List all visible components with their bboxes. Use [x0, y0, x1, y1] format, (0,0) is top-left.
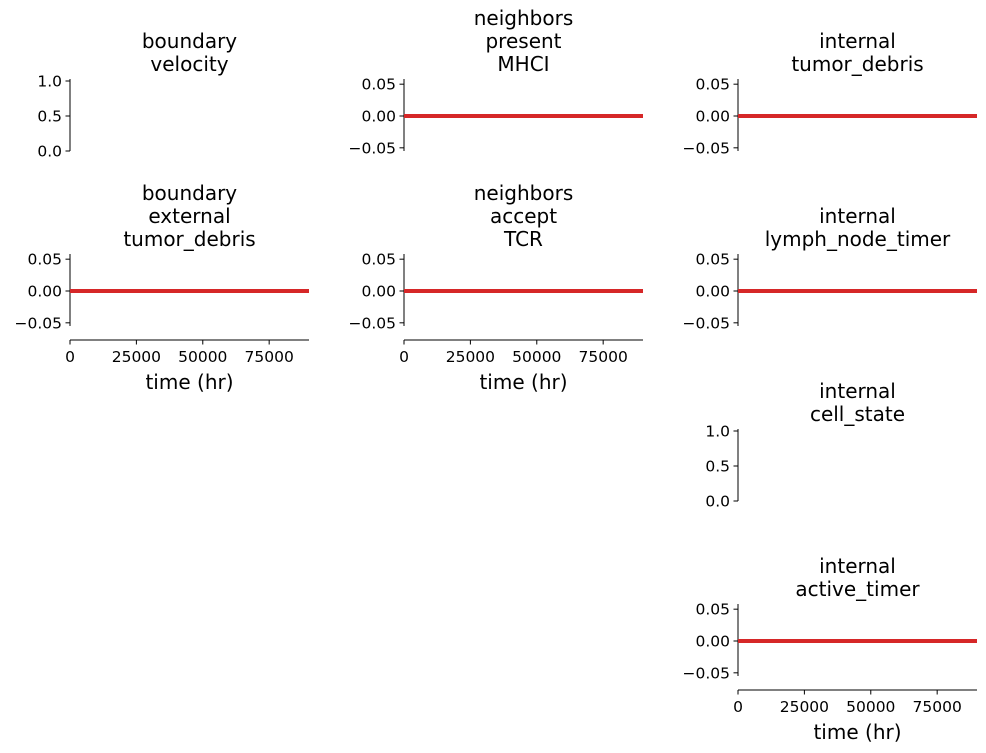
x-axis-label: time (hr) [813, 720, 901, 744]
y-tick-label: −0.05 [15, 314, 63, 332]
subplot-title-line: neighbors [474, 6, 573, 30]
y-tick-label: 0.05 [27, 251, 62, 269]
subplot-title-line: tumor_debris [123, 227, 255, 251]
x-tick-label: 75000 [579, 348, 628, 366]
subplot-title-line: active_timer [795, 577, 920, 601]
subplot-title-line: internal [819, 554, 896, 578]
x-tick-label: 75000 [913, 698, 962, 716]
x-tick-label: 25000 [446, 348, 495, 366]
y-tick-label: 1.0 [37, 73, 62, 91]
subplot-title-line: accept [490, 204, 557, 228]
subplot-title-line: neighbors [474, 181, 573, 205]
y-tick-label: 0.00 [695, 633, 730, 651]
x-tick-label: 0 [733, 698, 743, 716]
x-tick-label: 75000 [245, 348, 294, 366]
subplot-title-line: MHCI [497, 52, 549, 76]
y-tick-label: 0.00 [695, 108, 730, 126]
subplot-title-line: tumor_debris [791, 52, 923, 76]
x-tick-label: 50000 [512, 348, 561, 366]
y-tick-label: 0.0 [705, 493, 730, 511]
y-tick-label: 0.00 [361, 283, 396, 301]
x-tick-label: 50000 [178, 348, 227, 366]
subplot-title-line: boundary [142, 181, 237, 205]
x-tick-label: 50000 [846, 698, 895, 716]
y-tick-label: −0.05 [349, 314, 397, 332]
y-tick-label: 0.00 [27, 283, 62, 301]
subplot-title-line: boundary [142, 29, 237, 53]
y-tick-label: 0.05 [695, 251, 730, 269]
y-tick-label: 0.05 [695, 601, 730, 619]
y-tick-label: 0.00 [695, 283, 730, 301]
subplot-title-line: internal [819, 379, 896, 403]
subplot-title-line: internal [819, 204, 896, 228]
x-axis-label: time (hr) [479, 370, 567, 394]
y-tick-label: −0.05 [683, 664, 731, 682]
y-tick-label: 0.05 [361, 251, 396, 269]
subplot-title-line: external [148, 204, 230, 228]
subplot-title-line: lymph_node_timer [765, 227, 951, 251]
subplot-title-line: TCR [503, 227, 543, 251]
subplot-title-line: internal [819, 29, 896, 53]
y-tick-label: 0.0 [37, 143, 62, 161]
x-tick-label: 0 [65, 348, 75, 366]
subplot-title-line: present [485, 29, 561, 53]
x-tick-label: 25000 [780, 698, 829, 716]
y-tick-label: 0.00 [361, 108, 396, 126]
y-tick-label: 1.0 [705, 423, 730, 441]
y-tick-label: 0.5 [705, 458, 730, 476]
y-tick-label: 0.5 [37, 108, 62, 126]
x-tick-label: 0 [399, 348, 409, 366]
subplot-title-line: cell_state [810, 402, 905, 426]
y-tick-label: 0.05 [361, 76, 396, 94]
y-tick-label: −0.05 [683, 139, 731, 157]
y-tick-label: 0.05 [695, 76, 730, 94]
subplot-title-line: velocity [150, 52, 228, 76]
y-tick-label: −0.05 [349, 139, 397, 157]
y-tick-label: −0.05 [683, 314, 731, 332]
x-axis-label: time (hr) [145, 370, 233, 394]
x-tick-label: 25000 [112, 348, 161, 366]
